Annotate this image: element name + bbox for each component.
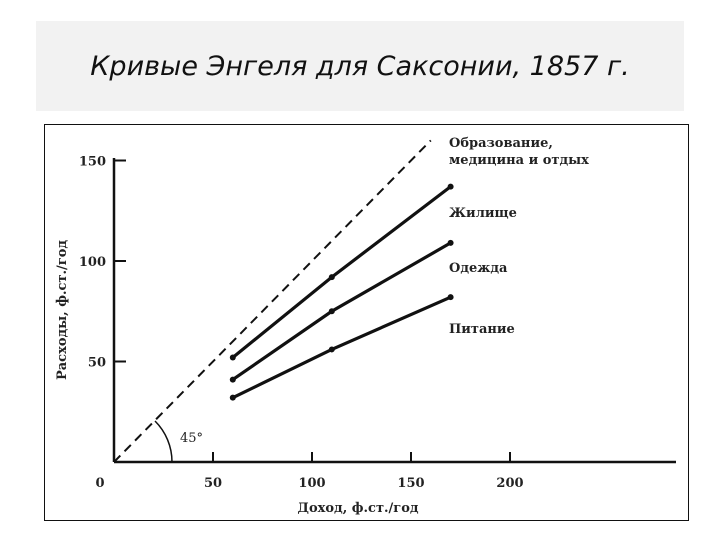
x-tick-label: 50 (204, 476, 222, 491)
reference-45-line: 45° (113, 139, 432, 463)
series-point (328, 308, 335, 315)
series-point (229, 394, 236, 401)
x-tick-label: 100 (298, 476, 325, 491)
x-tick-label: 200 (496, 476, 523, 491)
title-bar: Кривые Энгеля для Саксонии, 1857 г. (36, 21, 684, 111)
x-tick-label: 150 (397, 476, 424, 491)
reference-dashed-line (113, 139, 432, 463)
series-label: медицина и отдых (449, 153, 589, 168)
x-tick-label: 0 (95, 476, 104, 491)
chart-frame (44, 124, 689, 521)
y-axis-title: Расходы, ф.ст./год (55, 240, 70, 380)
series-label: Образование, (449, 136, 553, 151)
angle-arc (154, 420, 173, 463)
series-label: Питание (449, 322, 515, 337)
series-line-2 (231, 295, 453, 400)
series-point (229, 354, 236, 361)
series-point (447, 183, 454, 190)
y-tick-label: 100 (79, 255, 106, 270)
y-tick-label: 50 (88, 356, 106, 371)
x-ticks: 0 50 100 150 200 (95, 452, 524, 491)
series-labels: Образование, медицина и отдых Жилище Одежда… (449, 136, 589, 337)
series-point (447, 239, 454, 246)
series-label: Жилище (449, 206, 517, 221)
x-axis-title: Доход, ф.ст./год (297, 501, 418, 516)
series-label: Одежда (449, 261, 508, 276)
series-point (328, 346, 335, 353)
series-lines (229, 183, 454, 401)
angle-label: 45° (180, 431, 203, 446)
y-ticks: 50 100 150 (79, 155, 126, 371)
y-tick-label: 150 (79, 155, 106, 170)
series-point (447, 294, 454, 301)
slide-title: Кривые Энгеля для Саксонии, 1857 г. (90, 51, 630, 82)
series-line-0 (231, 185, 453, 360)
series-point (328, 274, 335, 281)
series-point (229, 376, 236, 383)
